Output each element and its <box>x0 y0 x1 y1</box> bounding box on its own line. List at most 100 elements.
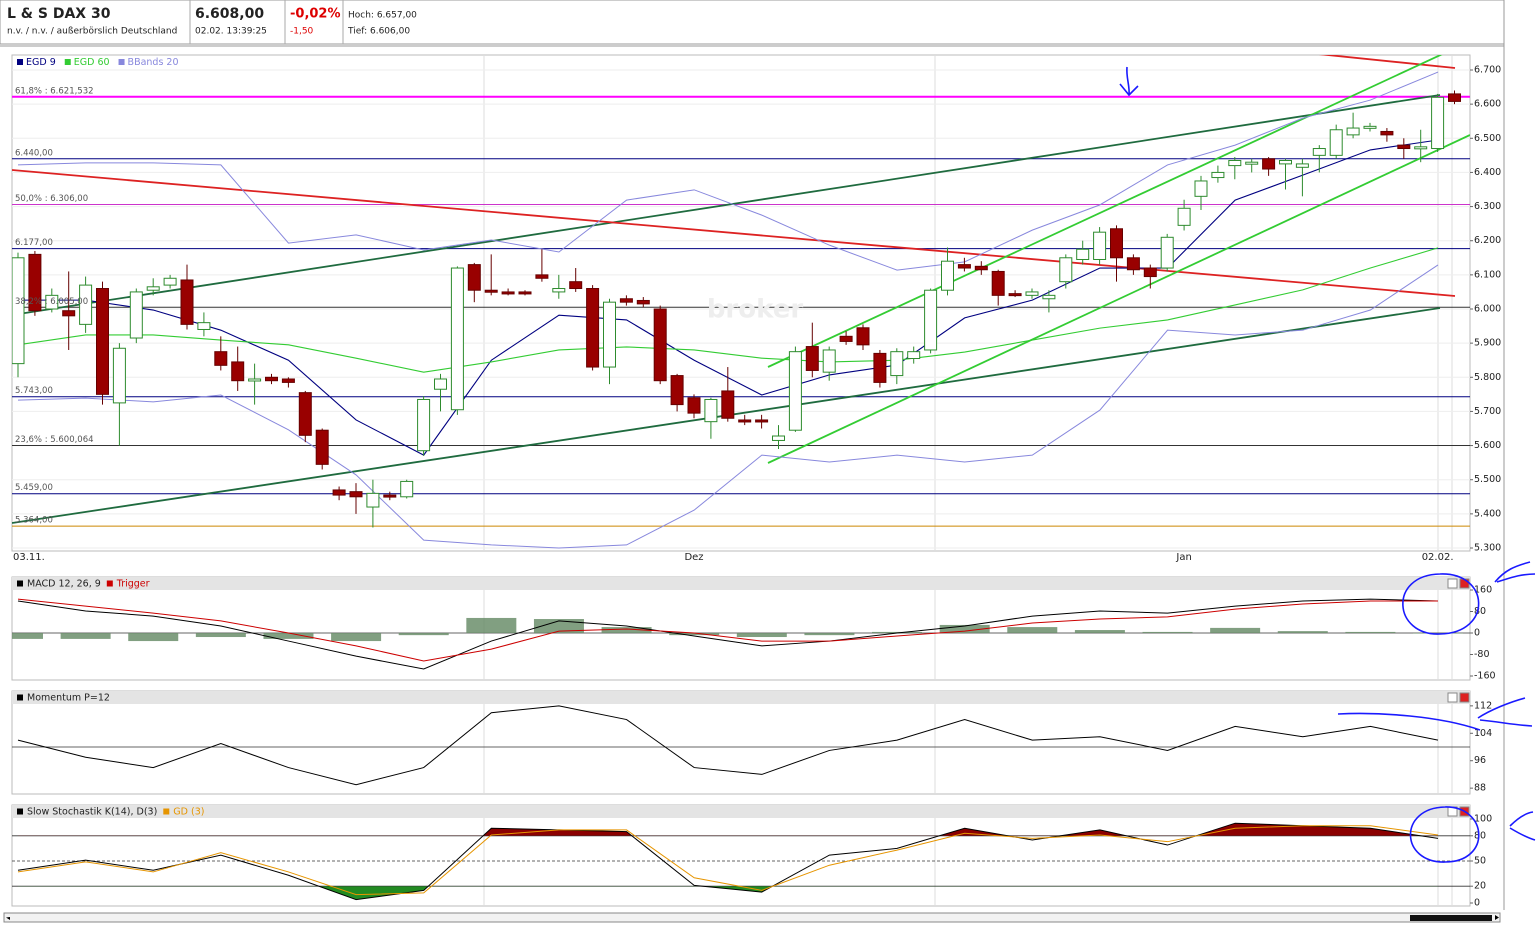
plot <box>12 577 1470 680</box>
plot <box>12 691 1470 794</box>
candle-body <box>1042 294 1056 300</box>
candle-body <box>383 494 397 498</box>
candle-body <box>856 327 870 346</box>
day-low: Tief: 6.606,00 <box>347 27 410 37</box>
annotation-arrow <box>1494 561 1536 583</box>
header-bar <box>0 0 1505 45</box>
scroll-thumb[interactable] <box>1410 915 1492 921</box>
settings-button[interactable] <box>1447 578 1458 589</box>
candle-body <box>569 281 583 290</box>
candle-body <box>315 429 329 465</box>
y-tick-label: 50 <box>1474 856 1486 867</box>
annotation-circle <box>1409 806 1480 863</box>
candle-body <box>484 289 498 293</box>
candle-body <box>1363 125 1377 129</box>
legend-swatch <box>17 694 23 701</box>
annotation-stroke <box>1337 712 1481 731</box>
candle-body <box>400 480 414 498</box>
change-pct: -0,02% <box>290 7 341 22</box>
level-label: 5.459,00 <box>15 483 53 493</box>
histogram-bar <box>669 633 720 636</box>
candle-body <box>1397 144 1411 150</box>
level-label: 61,8% : 6.621,532 <box>15 86 94 96</box>
candle-body <box>197 322 211 330</box>
histogram-bar <box>1074 630 1125 633</box>
candle-body <box>45 294 59 310</box>
candle-body <box>298 392 312 436</box>
annotation-arrow <box>1119 66 1139 97</box>
histogram-bar <box>12 633 43 639</box>
candle-body <box>1295 163 1309 168</box>
change: -1,50 <box>290 27 314 37</box>
scrollbar[interactable] <box>3 912 1501 923</box>
y-tick-label: 80 <box>1474 606 1486 617</box>
candle-body <box>1245 161 1259 165</box>
candle-body <box>79 284 93 325</box>
candle-body <box>96 288 109 395</box>
candle-body <box>1076 248 1090 260</box>
indicator-line <box>17 705 1439 786</box>
trend-line <box>767 134 1470 464</box>
legend-swatch <box>106 580 113 587</box>
level-label: 5.364,00 <box>15 516 53 526</box>
y-tick-label: 5.300 <box>1474 543 1501 554</box>
y-tick-label: 6.400 <box>1474 167 1501 178</box>
candle-body <box>112 347 126 404</box>
candle-body <box>670 375 684 406</box>
candle-body <box>129 291 143 339</box>
trend-line <box>12 169 1456 297</box>
plot <box>12 805 1470 906</box>
y-tick-label: 5.700 <box>1474 406 1501 417</box>
candle-body <box>991 270 1005 296</box>
candle-body <box>535 274 549 279</box>
y-tick-label: 104 <box>1474 728 1492 739</box>
y-tick-label: 100 <box>1474 814 1492 825</box>
panel <box>11 690 1471 795</box>
y-tick-label: 5.600 <box>1474 440 1501 451</box>
y-tick-label: -80 <box>1474 649 1490 660</box>
level-label: 6.177,00 <box>15 238 53 248</box>
candle-body <box>281 378 295 383</box>
histogram-bar <box>736 633 787 638</box>
y-tick-label: 0 <box>1474 628 1480 639</box>
candle-body <box>1110 228 1123 259</box>
legend-label: EGD 9 <box>26 57 56 68</box>
candle-body <box>1177 207 1191 226</box>
candle-body <box>163 277 177 286</box>
candle-body <box>788 351 802 431</box>
x-tick-label: Jan <box>1175 552 1191 563</box>
candle-body <box>214 351 228 366</box>
candle-body <box>619 298 633 303</box>
candle-body <box>1279 159 1292 165</box>
y-tick-label: 20 <box>1474 881 1486 892</box>
close-button[interactable] <box>1459 692 1470 703</box>
legend-swatch <box>64 59 71 65</box>
watermark: broker <box>707 295 804 325</box>
candle-body <box>1194 180 1208 197</box>
day-high: Hoch: 6.657,00 <box>348 11 417 21</box>
legend-label: BBands 20 <box>128 57 179 68</box>
settings-button[interactable] <box>1447 692 1458 703</box>
y-tick-label: 160 <box>1474 585 1492 596</box>
indicator-line <box>17 598 1439 670</box>
histogram-bar <box>1142 631 1193 633</box>
candle-body <box>636 299 650 305</box>
candle-body <box>738 419 752 423</box>
candle-body <box>417 398 431 452</box>
histogram-bar <box>60 633 111 639</box>
candle-body <box>653 308 667 382</box>
legend-label: EGD 60 <box>74 57 110 68</box>
candle-body <box>265 376 278 382</box>
candle-body <box>434 378 447 390</box>
instrument-title: L & S DAX 30 <box>7 6 111 22</box>
price: 6.608,00 <box>195 6 264 22</box>
candle-body <box>1262 158 1276 170</box>
histogram-bar <box>1007 627 1058 633</box>
level-label: 38,2% : 6.005,00 <box>15 297 88 307</box>
y-tick-label: 6.100 <box>1474 269 1501 280</box>
candle-body <box>1329 129 1343 156</box>
candle-body <box>1059 257 1073 283</box>
plot: broker <box>12 55 1470 551</box>
candle-body <box>231 361 245 382</box>
